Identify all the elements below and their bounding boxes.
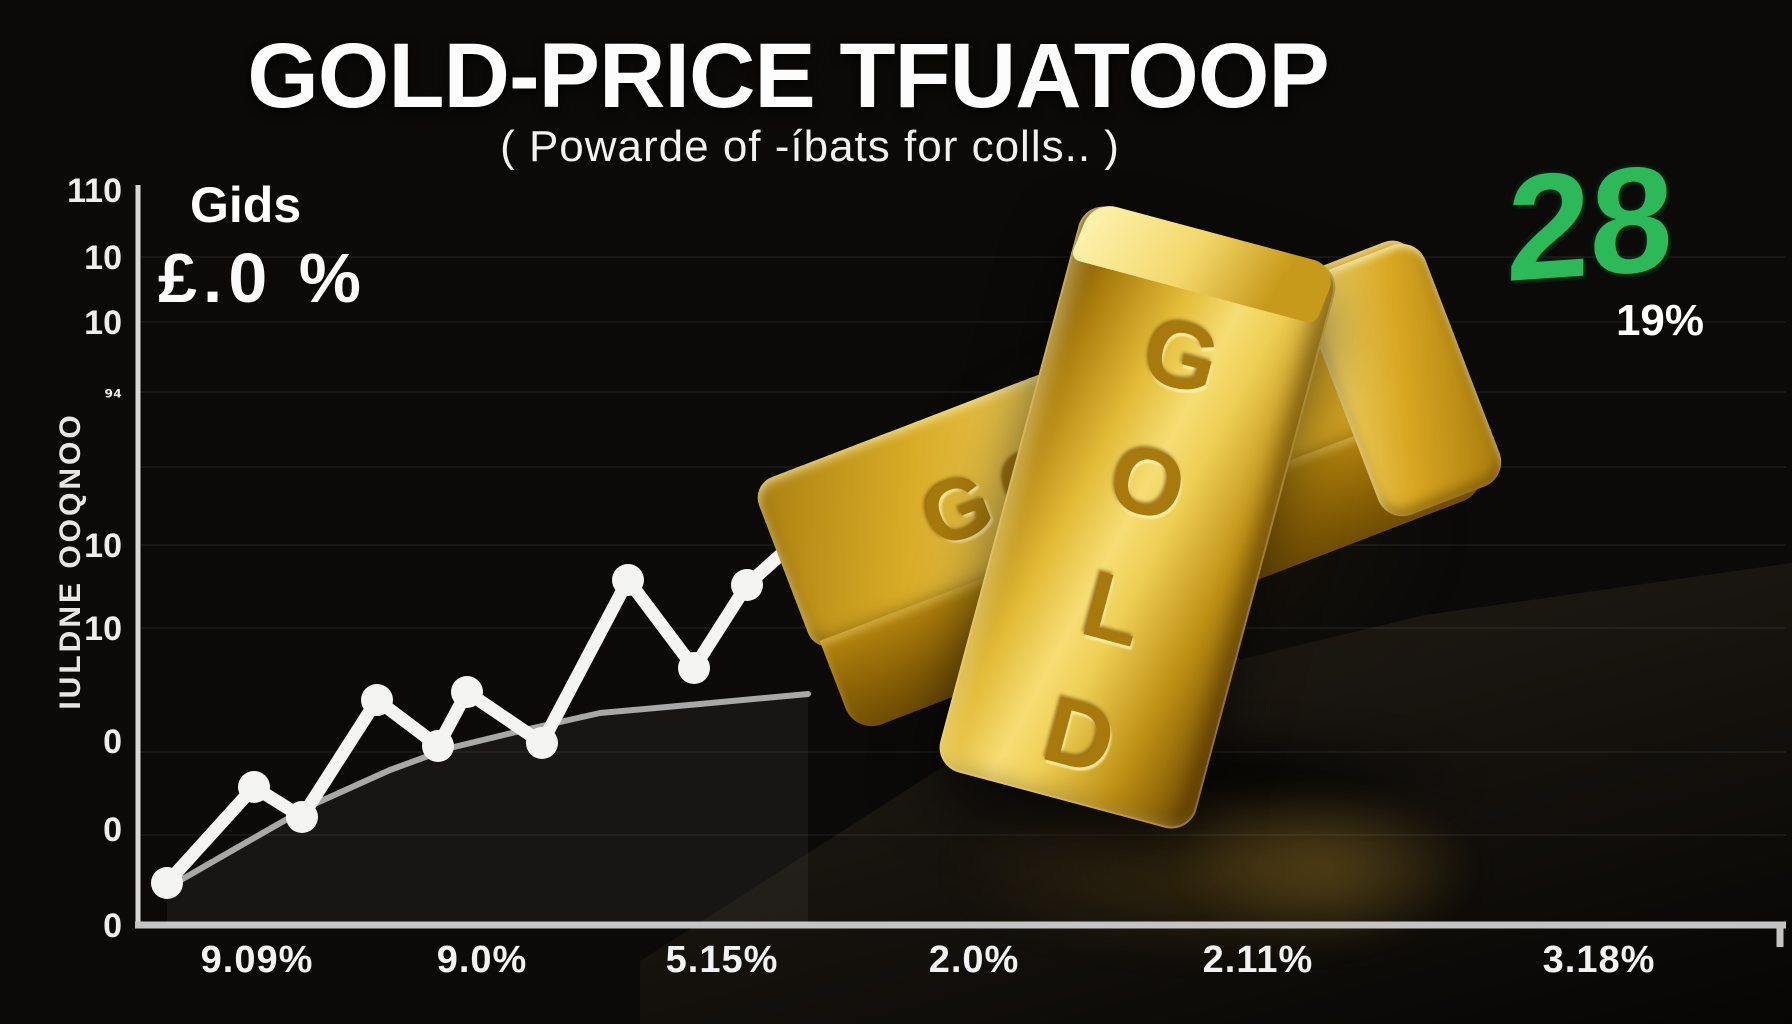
y-tick-label: ⁹⁴ bbox=[104, 385, 122, 409]
y-tick-label: 0 bbox=[103, 907, 122, 945]
y-tick-label: 10 bbox=[84, 610, 122, 648]
trend-area bbox=[167, 694, 808, 925]
data-point bbox=[526, 727, 558, 759]
data-point bbox=[678, 652, 710, 684]
data-point bbox=[238, 771, 270, 803]
gold-reflection bbox=[830, 740, 1590, 1000]
x-tick-label: 2.11% bbox=[1203, 939, 1314, 981]
x-tick-label: 9.0% bbox=[437, 939, 528, 981]
x-tick-label: 5.15% bbox=[666, 939, 779, 981]
page-title: GOLD-PRICE TFUATOOP bbox=[247, 25, 1330, 127]
data-point bbox=[731, 569, 763, 601]
data-point bbox=[286, 801, 318, 833]
y-tick-label: 0 bbox=[103, 811, 122, 849]
page-subtitle: ( Powarde of -íbats for colls.. ) bbox=[500, 122, 1120, 171]
data-point bbox=[361, 684, 393, 716]
y-tick-label: 10 bbox=[84, 304, 122, 342]
growth-percent: 19% bbox=[1615, 296, 1705, 345]
data-point bbox=[451, 676, 483, 708]
y-tick-label: 0 bbox=[103, 723, 122, 761]
gold-bar-front-label: GOLD bbox=[1008, 291, 1246, 825]
growth-number: 28 bbox=[1505, 132, 1675, 314]
y-tick-label: 10 bbox=[84, 527, 122, 565]
x-tick-label: 9.09% bbox=[201, 939, 314, 981]
data-point bbox=[151, 867, 183, 899]
y-axis-title: IULDNE OOQNOO bbox=[54, 412, 87, 710]
y-tick-label: 10 bbox=[84, 239, 122, 277]
data-point bbox=[422, 730, 454, 762]
y-tick-label: 110 bbox=[67, 172, 122, 210]
x-tick-label: 2.0% bbox=[929, 939, 1020, 981]
stat-label: Gids bbox=[190, 177, 302, 233]
x-tick-label: 3.18% bbox=[1543, 939, 1656, 981]
stat-value: £.0 % bbox=[158, 239, 367, 317]
data-point bbox=[612, 564, 644, 596]
